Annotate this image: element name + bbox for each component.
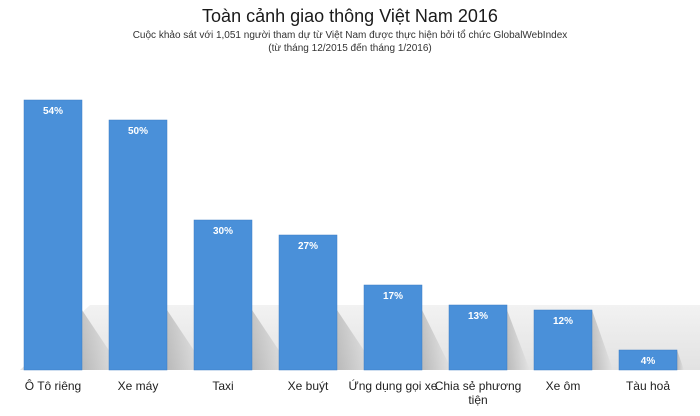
bar [23, 99, 83, 371]
bar [533, 309, 593, 371]
data-label: 27% [298, 241, 318, 252]
data-label: 30% [213, 226, 233, 237]
category-label: Tàu hoả [626, 379, 670, 393]
category-label: Xe buýt [288, 379, 329, 393]
bar-shadow [422, 310, 452, 370]
data-label: 50% [128, 126, 148, 137]
bar-shadow [507, 310, 530, 370]
data-label: 13% [468, 311, 488, 322]
chart-title: Toàn cảnh giao thông Việt Nam 2016 [202, 6, 498, 26]
data-label: 4% [641, 356, 656, 367]
category-label: Ô Tô riêng [25, 378, 81, 393]
category-label: Ứng dụng gọi xe [349, 378, 438, 393]
category-label: Taxi [212, 379, 233, 393]
bar-shadow [592, 310, 613, 370]
data-label: 12% [553, 316, 573, 327]
chart-subtitle-line-2: (từ tháng 12/2015 đến tháng 1/2016) [268, 43, 432, 54]
bar [108, 119, 168, 371]
data-label: 17% [383, 291, 403, 302]
category-label: Chia sẻ phương [435, 379, 522, 393]
chart-subtitle-line-1: Cuộc khảo sát với 1,051 người tham dự từ… [132, 30, 568, 41]
bar-shadow [677, 350, 684, 370]
bar [278, 234, 338, 371]
category-label: tiện [468, 393, 487, 407]
category-label: Xe máy [118, 379, 159, 393]
category-label: Xe ôm [546, 379, 581, 393]
bar [363, 284, 423, 371]
bar [193, 219, 253, 371]
data-label: 54% [43, 106, 63, 117]
bar [618, 349, 678, 371]
bar [448, 304, 508, 371]
